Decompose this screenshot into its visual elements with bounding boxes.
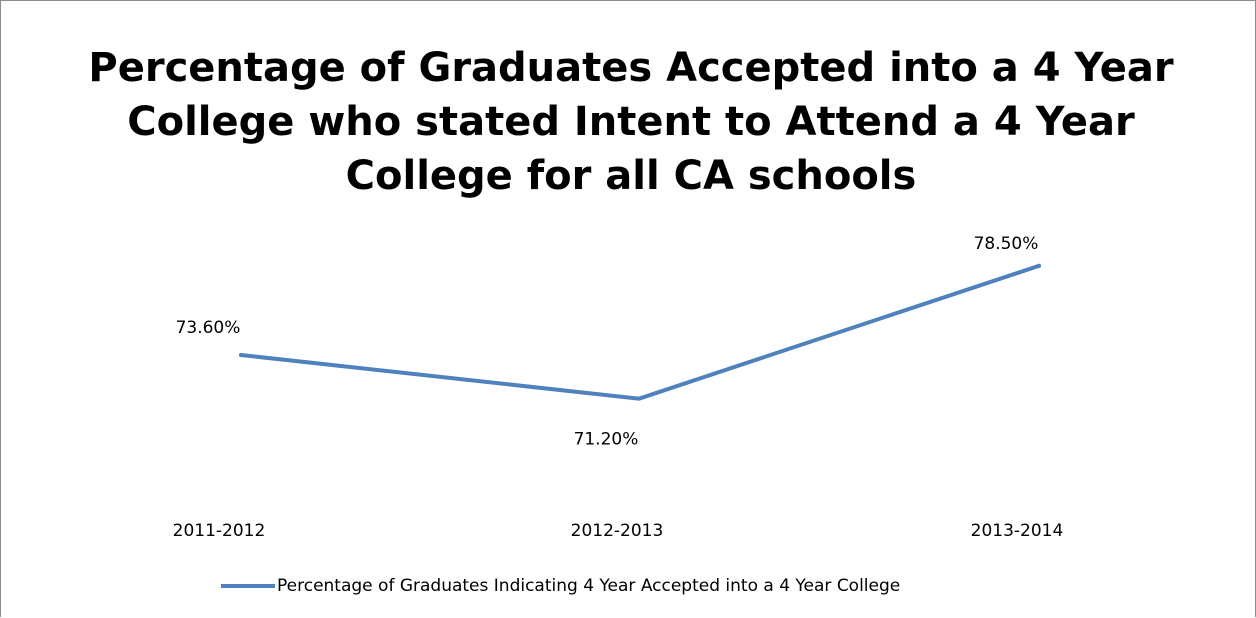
data-label-3: 78.50% (974, 234, 1039, 254)
data-point-1 (239, 353, 243, 357)
x-tick-label-3: 2013-2014 (971, 521, 1064, 541)
legend: Percentage of Graduates Indicating 4 Yea… (221, 571, 900, 601)
chart-title: Percentage of Graduates Accepted into a … (88, 45, 1174, 199)
x-tick-label-1: 2011-2012 (173, 521, 266, 541)
x-tick-label-2: 2012-2013 (571, 521, 664, 541)
data-point-3 (1037, 263, 1041, 268)
data-label-2: 71.20% (574, 430, 639, 450)
data-point-2 (637, 396, 641, 401)
series-line (239, 263, 1041, 401)
data-label-1: 73.60% (176, 318, 241, 338)
legend-swatch (221, 584, 275, 588)
legend-label: Percentage of Graduates Indicating 4 Yea… (277, 576, 901, 596)
